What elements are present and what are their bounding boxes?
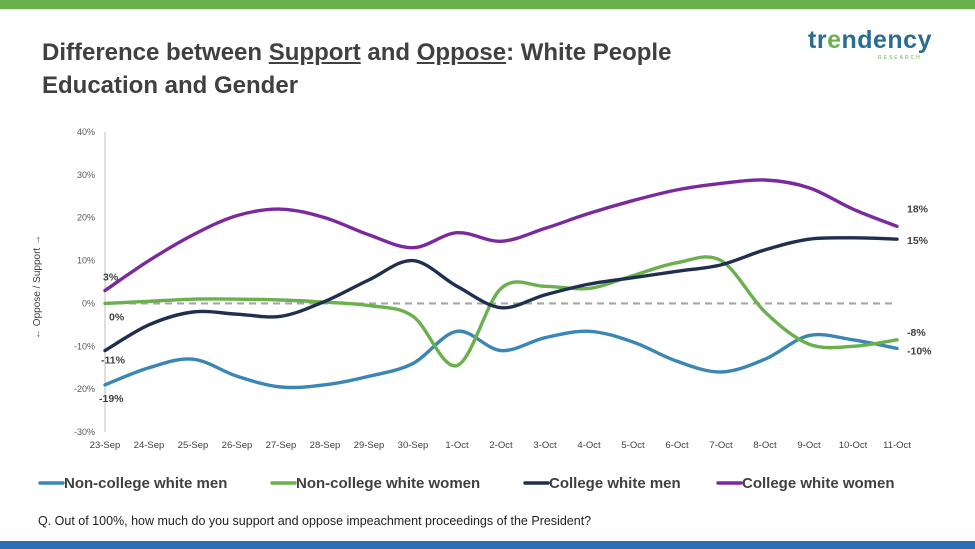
end-data-label: -10% [907, 345, 932, 357]
y-axis-title: ← Oppose / Support → [32, 235, 43, 339]
y-tick-label: 40% [77, 127, 95, 137]
legend-label: Non-college white women [296, 475, 480, 492]
x-tick-label: 6-Oct [665, 440, 689, 451]
logo-subtitle: RESEARCH [878, 55, 922, 61]
logo-part1: tr [808, 26, 828, 54]
start-data-label: 3% [103, 272, 119, 284]
y-tick-label: -10% [74, 341, 95, 351]
title-oppose: Oppose [416, 39, 507, 66]
title-suffix: : White People [506, 39, 672, 66]
y-tick-label: 30% [77, 170, 95, 180]
series-line-0 [103, 329, 899, 390]
x-tick-label: 10-Oct [839, 440, 868, 451]
title-prefix: Difference between [42, 39, 269, 66]
x-tick-label: 9-Oct [797, 440, 821, 451]
top-accent-bar [0, 0, 975, 9]
end-data-label: 15% [907, 235, 929, 247]
x-tick-label: 7-Oct [709, 440, 733, 451]
x-tick-label: 26-Sep [222, 440, 253, 451]
y-tick-label: -20% [74, 384, 95, 394]
start-data-label: -19% [99, 393, 124, 405]
end-data-label: -8% [907, 327, 926, 339]
legend-label: Non-college white men [64, 475, 227, 492]
footnote: Q. Out of 100%, how much do you support … [38, 514, 592, 528]
x-tick-label: 25-Sep [178, 440, 209, 451]
start-data-label: -11% [101, 355, 126, 367]
y-tick-label: -30% [74, 427, 95, 437]
title-line2: Education and Gender [42, 72, 299, 99]
logo-part3: ndency [841, 26, 932, 54]
trendency-logo: trendency [808, 26, 948, 55]
x-tick-label: 27-Sep [266, 440, 297, 451]
legend-label: College white men [549, 475, 681, 492]
series-line-2 [103, 236, 899, 353]
y-tick-label: 20% [77, 213, 95, 223]
x-tick-label: 11-Oct [883, 440, 911, 451]
series-line-1 [103, 255, 899, 368]
series-line-3 [103, 178, 899, 293]
y-tick-label: 10% [77, 256, 95, 266]
x-tick-label: 5-Oct [621, 440, 645, 451]
x-tick-label: 30-Sep [398, 440, 429, 451]
legend-label: College white women [742, 475, 895, 492]
bottom-accent-bar [0, 541, 975, 549]
start-data-label: 0% [109, 311, 125, 323]
x-tick-label: 2-Oct [489, 440, 513, 451]
x-tick-label: 29-Sep [354, 440, 385, 451]
x-tick-label: 8-Oct [753, 440, 777, 451]
page-title: Difference between Support and Oppose: W… [42, 36, 762, 102]
x-tick-label: 28-Sep [310, 440, 341, 451]
title-and: and [360, 39, 417, 66]
x-tick-label: 4-Oct [577, 440, 601, 451]
logo-accent: e [827, 26, 842, 54]
x-tick-label: 1-Oct [445, 440, 469, 451]
x-tick-label: 24-Sep [134, 440, 165, 451]
y-tick-label: 0% [82, 298, 95, 308]
x-tick-label: 3-Oct [533, 440, 557, 451]
x-tick-label: 23-Sep [90, 440, 121, 451]
title-support: Support [268, 39, 361, 66]
end-data-label: 18% [907, 203, 929, 215]
